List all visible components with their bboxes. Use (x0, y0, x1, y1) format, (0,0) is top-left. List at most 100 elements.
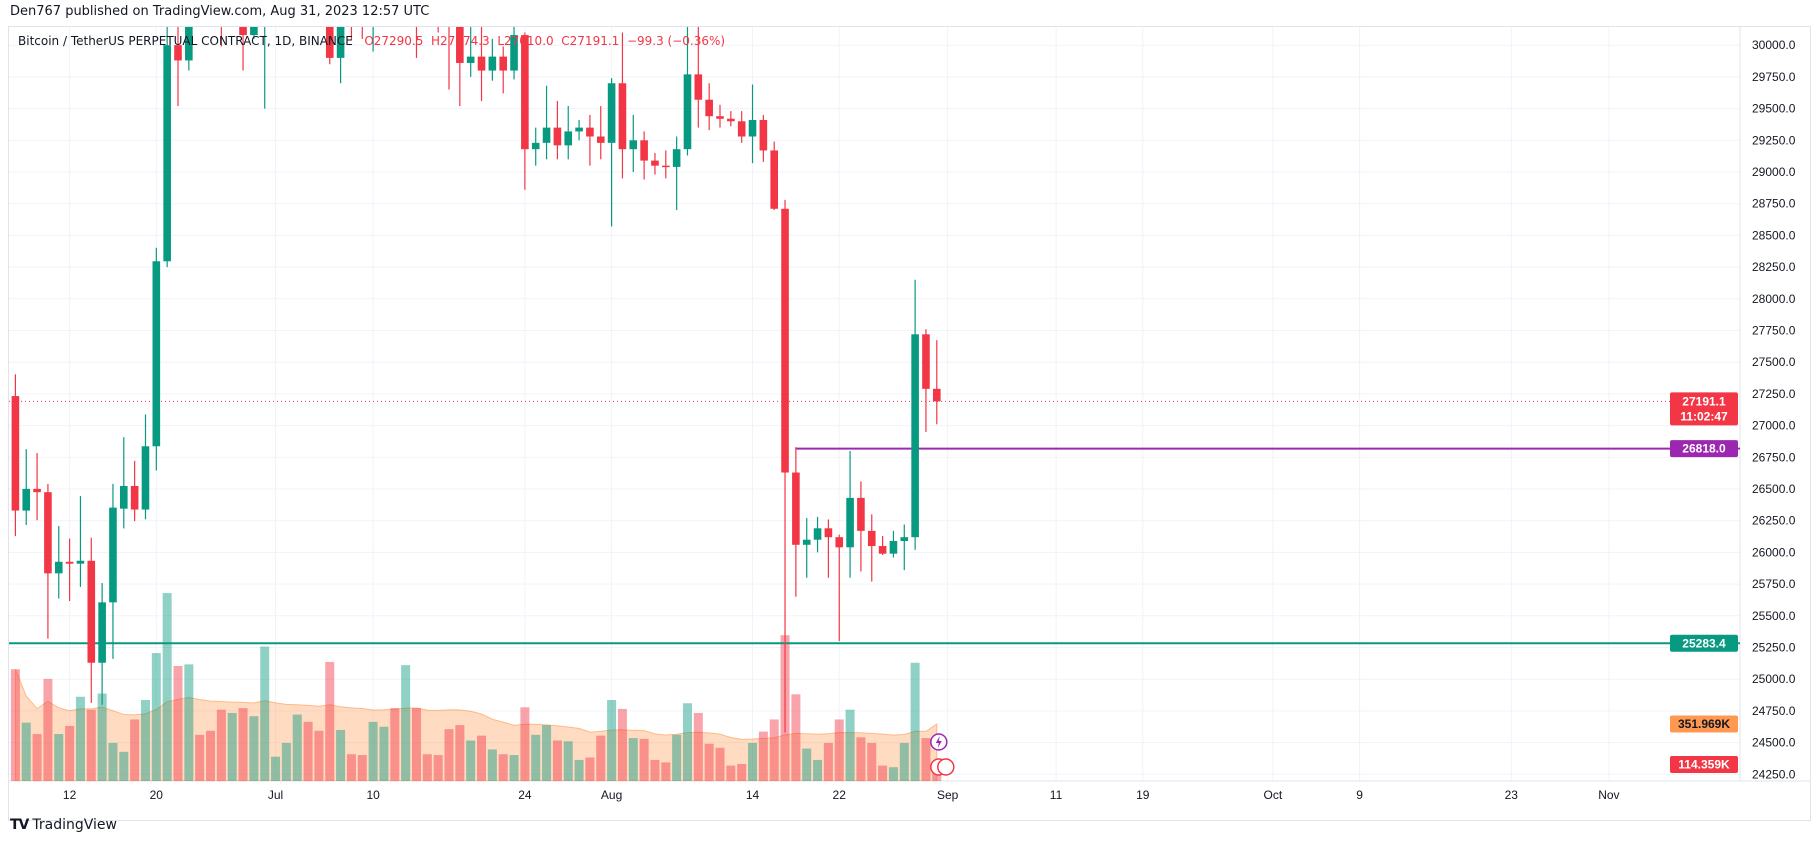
volume-bar (325, 661, 335, 781)
candle-down (11, 396, 20, 511)
symbol-label[interactable]: Bitcoin / TetherUS PERPETUAL CONTRACT, 1… (18, 34, 353, 48)
candle-up (531, 142, 540, 150)
candle-up (120, 485, 128, 509)
x-tick-label: 20 (150, 788, 164, 802)
y-tick-label: 28000.0 (1752, 292, 1796, 306)
footer-logo-text[interactable]: TradingView (32, 817, 117, 833)
candle-up (22, 488, 31, 511)
candle-down (922, 334, 930, 389)
candle-down (835, 537, 844, 548)
volume-bar (411, 708, 421, 781)
candle-down (358, 8, 366, 23)
candle-up (488, 56, 497, 71)
plot-area (9, 0, 1740, 781)
volume-bar (162, 593, 172, 781)
x-tick-label: Oct (1264, 788, 1283, 802)
volume-bar (672, 734, 682, 781)
volume-bar (195, 734, 205, 781)
candle-up (846, 497, 854, 548)
volume-bar (10, 669, 20, 781)
x-tick-label: 9 (1356, 788, 1363, 802)
volume-bar (802, 748, 812, 781)
candle-up (802, 539, 811, 545)
candle-up (250, 27, 258, 36)
candle-up (152, 261, 161, 447)
volume-badge-bg (1670, 755, 1738, 773)
volume-bar (856, 737, 866, 781)
candle-down (694, 74, 703, 100)
candle-up (76, 560, 85, 564)
volume-bar (769, 719, 779, 781)
candle-down (477, 56, 486, 71)
volume-bar (639, 738, 649, 781)
candle-down (857, 497, 865, 531)
candle-up (607, 83, 616, 143)
candle-up (185, 27, 193, 61)
volume-bar (682, 703, 692, 781)
candle-down (521, 35, 529, 150)
last-price-badge: 27191.1 (1682, 394, 1726, 408)
candle-down (239, 27, 247, 36)
volume-bar (75, 696, 85, 781)
candle-down (662, 165, 670, 168)
volume-bar (704, 743, 714, 781)
candle-down (878, 546, 887, 554)
candle-up (369, 0, 377, 24)
volume-bar (899, 742, 909, 781)
candle-down (65, 561, 74, 564)
volume-bar (346, 754, 356, 781)
y-tick-label: 25750.0 (1752, 577, 1796, 591)
resistance-badge: 26818.0 (1682, 442, 1726, 456)
volume-bar (97, 693, 107, 781)
x-tick-label: 14 (746, 788, 760, 802)
y-tick-label: 25250.0 (1752, 641, 1796, 655)
volume-bar (748, 742, 758, 781)
volume-bar (715, 747, 725, 781)
candle-down (618, 83, 627, 150)
volume-bar (921, 738, 931, 781)
x-tick-label: Jul (268, 788, 283, 802)
candle-down (348, 1, 356, 9)
volume-bar (455, 725, 465, 781)
volume-bar (21, 722, 31, 781)
volume-bar (108, 742, 118, 781)
volume-bar (888, 767, 898, 781)
legend-low: L27010.0 (497, 34, 554, 48)
volume-bar (32, 734, 42, 781)
candle-down (553, 127, 562, 146)
volume-bar (693, 712, 703, 781)
candle-down (824, 528, 833, 538)
candle-down (424, 3, 432, 7)
volume-bar (910, 662, 920, 781)
candle-down (792, 472, 800, 545)
y-tick-label: 24500.0 (1752, 736, 1796, 750)
legend-change: −99.3 (−0.36%) (626, 34, 726, 48)
volume-bar (151, 653, 161, 781)
candle-down (586, 127, 594, 137)
resistance-badge-bg (1670, 440, 1738, 458)
candle-up (510, 35, 518, 71)
volume-bar (173, 665, 183, 781)
y-tick-label: 29000.0 (1752, 165, 1796, 179)
candle-up (629, 140, 638, 150)
candle-up (141, 446, 150, 510)
volume-bar (238, 708, 248, 781)
candle-up (109, 507, 117, 603)
y-tick-label: 25500.0 (1752, 609, 1796, 623)
volume-bar (281, 742, 291, 781)
candle-down (759, 120, 768, 151)
y-tick-label: 26250.0 (1752, 514, 1796, 528)
candle-down (640, 140, 648, 161)
last-price-badge-bg (1670, 392, 1738, 426)
candle-down (456, 27, 464, 63)
volume-bar (54, 734, 64, 781)
y-tick-label: 26000.0 (1752, 545, 1796, 559)
volume-bar (791, 694, 801, 781)
volume-bar (260, 646, 270, 781)
volume-bar (140, 700, 150, 781)
y-tick-label: 24250.0 (1752, 767, 1796, 781)
y-tick-label: 27250.0 (1752, 387, 1796, 401)
volume-bar (444, 729, 454, 781)
candle-down (596, 136, 605, 143)
